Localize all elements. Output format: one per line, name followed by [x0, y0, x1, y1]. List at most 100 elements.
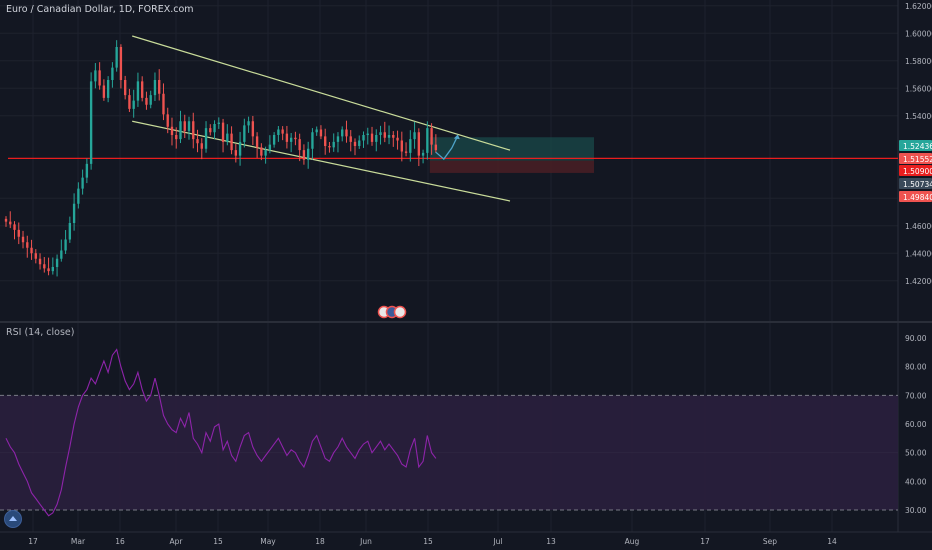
candle — [302, 144, 306, 165]
candle — [421, 149, 425, 164]
price-axis-label: 1.54000 — [905, 112, 932, 121]
rsi-axis-label: 80.00 — [905, 363, 927, 372]
channel-upper-line — [132, 35, 511, 151]
candle — [51, 257, 54, 275]
candle — [243, 118, 246, 148]
candle — [43, 257, 46, 273]
candle — [21, 230, 25, 249]
candle — [311, 128, 314, 160]
candle — [315, 126, 318, 136]
candle — [226, 124, 229, 146]
candle — [328, 141, 331, 153]
price-tag-label: 1.49840 — [903, 193, 932, 202]
candle — [277, 126, 280, 142]
candle — [9, 211, 12, 229]
time-axis-label: Sep — [763, 537, 777, 546]
rsi-indicator-label[interactable]: RSI (14, close) — [6, 327, 75, 338]
price-axis-label: 1.60000 — [905, 29, 932, 38]
candle — [175, 127, 178, 149]
time-axis-label: Jul — [492, 537, 502, 546]
candle — [370, 126, 374, 146]
channel-lower-line — [132, 120, 511, 202]
candle — [153, 72, 157, 101]
candle — [4, 216, 8, 227]
candle — [281, 126, 284, 141]
candle — [204, 121, 208, 153]
candle — [234, 144, 238, 163]
candle — [89, 72, 93, 170]
price-tag-label: 1.50900 — [903, 167, 932, 176]
candle — [17, 222, 20, 245]
candle — [409, 130, 412, 162]
projection-arrowhead — [453, 134, 460, 140]
tradingview-logo-icon — [4, 510, 22, 528]
rsi-axis-label: 50.00 — [905, 449, 927, 458]
price-tag — [899, 165, 932, 176]
candle — [396, 130, 399, 150]
price-axis-label: 1.62000 — [905, 2, 932, 11]
candle — [72, 193, 76, 231]
candle — [238, 131, 242, 166]
candle — [319, 125, 323, 140]
candle — [200, 138, 203, 160]
time-axis-label: 17 — [700, 537, 710, 546]
time-axis-label: Jun — [359, 537, 372, 546]
candle — [260, 143, 263, 161]
candle — [158, 69, 161, 101]
candle — [417, 128, 421, 167]
candle — [111, 62, 114, 88]
candle — [272, 132, 276, 148]
candle — [166, 107, 169, 134]
time-axis-label: Mar — [71, 537, 86, 546]
candle — [141, 76, 144, 102]
candle — [353, 138, 357, 156]
candle — [187, 116, 191, 140]
candle — [170, 117, 174, 146]
candle — [145, 91, 148, 110]
candle — [102, 79, 106, 101]
candle — [77, 182, 80, 209]
time-axis-label: Aug — [625, 537, 640, 546]
time-axis-label: 18 — [315, 537, 325, 546]
time-axis-label: 14 — [827, 537, 837, 546]
time-axis-label: 17 — [28, 537, 38, 546]
candle — [34, 249, 37, 264]
candle — [162, 83, 165, 121]
candle — [192, 112, 195, 149]
price-tag-label: 1.51552 — [903, 155, 932, 164]
price-tag-label: 1.52436 — [903, 142, 932, 151]
candle — [85, 158, 89, 184]
candle — [30, 239, 33, 260]
candle — [434, 134, 438, 154]
candle — [375, 129, 378, 152]
candle — [349, 130, 352, 152]
candle — [47, 257, 50, 276]
economic-event-icon — [393, 305, 407, 319]
candle — [341, 126, 344, 142]
candle — [179, 110, 182, 144]
time-axis-label: Apr — [170, 537, 184, 546]
candle — [128, 88, 131, 112]
price-axis-label: 1.42000 — [905, 277, 932, 286]
time-axis-label: May — [260, 537, 276, 546]
candle — [98, 62, 101, 90]
candle — [251, 115, 255, 146]
candle — [221, 118, 225, 153]
candle — [285, 125, 289, 149]
target-zone — [429, 137, 594, 161]
candle — [136, 72, 140, 107]
candle — [379, 125, 382, 145]
candle — [264, 146, 267, 164]
candle — [64, 230, 67, 254]
candle — [149, 90, 152, 109]
candle — [387, 125, 391, 145]
projection-arrow — [435, 135, 459, 161]
candle — [132, 89, 135, 118]
price-tag — [899, 178, 932, 189]
candle — [60, 239, 63, 262]
candle — [306, 141, 310, 169]
rsi-axis-label: 90.00 — [905, 334, 927, 343]
time-axis-label: 13 — [546, 537, 556, 546]
candle — [294, 131, 297, 146]
